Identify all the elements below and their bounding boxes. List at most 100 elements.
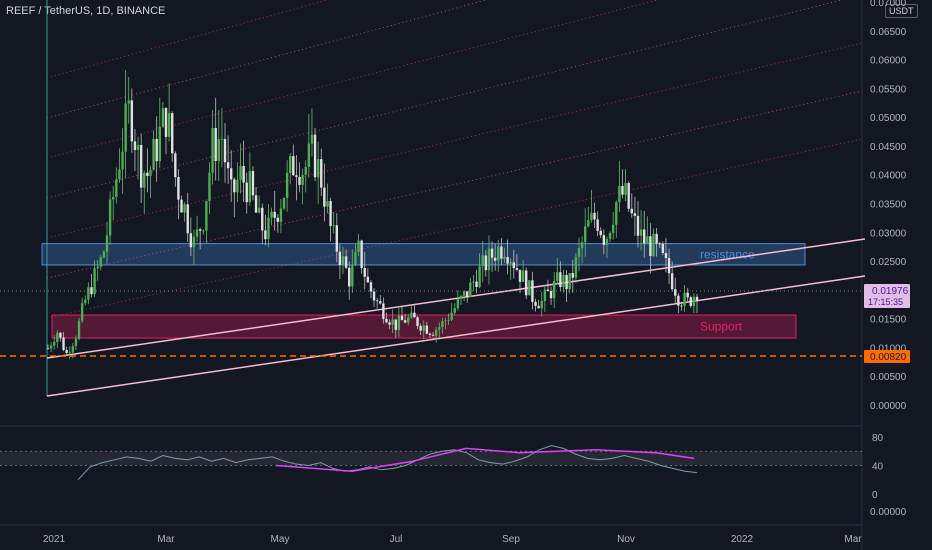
oscillator-pane: 80 40 0 0.00000 [0,433,907,518]
candle-body [615,202,618,225]
candle-body [164,108,168,137]
time-tick-label: 2021 [43,534,66,545]
candle-body [87,287,90,300]
candle-body [444,320,447,322]
candle-body [593,212,596,220]
price-tick-label: 0.02500 [870,257,907,268]
price-tick-label: 0.00500 [870,372,907,383]
time-tick-label: Jul [390,534,403,545]
oscillator-tick-label: 80 [872,433,884,444]
candle-body [320,159,323,188]
lower-trendline[interactable] [46,275,866,397]
candle-body [608,232,612,239]
candle-body [167,113,171,137]
price-tick-label: 0.07000 [870,0,907,9]
candle-body [413,312,416,318]
candle-body [335,225,338,252]
candle-body [282,197,286,209]
candle-body [261,207,264,231]
candle-body [419,325,422,331]
candle-body [506,257,509,264]
candle-body [574,256,578,278]
zone-resistance[interactable] [41,243,806,266]
candle-body [385,318,388,323]
candle-body [189,233,193,248]
candle-body [108,199,112,236]
candle-body [279,208,283,222]
candle-body [183,204,186,213]
candle-body [643,229,646,244]
upper-trendline[interactable] [46,238,866,359]
candle-body [136,144,140,150]
candle-body [115,179,118,197]
candle-body [375,300,379,302]
candle-body [192,236,196,248]
candle-body [254,195,258,213]
candle-body [366,276,370,283]
currency-badge[interactable]: USDT [885,4,918,18]
candle-body [515,268,519,270]
candle-body [534,301,537,306]
candle-body [434,329,438,336]
chart-title: REEF / TetherUS, 1D, BINANCE [6,5,166,17]
time-tick-label: Mar [157,534,175,545]
candle-body [369,282,373,292]
candle-body [466,291,469,297]
candle-body [636,215,640,236]
candle-body [351,264,354,287]
candle-body [493,257,497,261]
candles-group [46,69,699,360]
candle-body [497,246,500,261]
candle-body [186,204,189,234]
candle-body [441,321,444,328]
candle-body [605,238,609,245]
candle-body [590,212,593,221]
candle-body [388,322,391,325]
candle-body [121,151,124,170]
candle-body [354,251,357,265]
candle-body [422,325,425,331]
dotted-channel-line [46,138,863,319]
candle-body [171,113,174,154]
candle-body [84,299,87,304]
candle-body [664,253,668,259]
candle-body [503,257,506,259]
candle-body [670,273,674,290]
candle-body [456,299,460,309]
candle-body [472,281,475,283]
price-tick-label: 0.04000 [870,171,907,182]
candle-body [363,267,366,277]
time-tick-label: Nov [617,534,635,545]
price-tick-label: 0.06000 [870,56,907,67]
candle-body [552,281,556,299]
candle-body [416,317,419,326]
price-tick-label: 0.03500 [870,200,907,211]
candle-body [251,170,255,196]
candle-body [301,174,304,185]
candle-body [348,267,351,287]
candle-body [525,270,528,296]
candle-body [90,287,93,295]
candle-body [245,182,248,203]
candle-body [68,352,71,354]
candle-body [285,172,289,198]
candle-body [248,170,252,203]
candle-body [447,319,450,321]
candle-body [226,162,230,169]
candle-body [596,219,599,231]
candle-body [46,348,50,350]
candle-body [397,315,401,330]
candle-body [549,291,553,299]
candle-body [459,295,463,300]
candle-body [400,315,404,321]
candle-body [543,289,547,302]
time-axis[interactable]: 2021 Mar May Jul Sep Nov 2022 Mar [43,534,862,545]
svg-text:0.01976: 0.01976 [872,286,909,297]
last-price-tag: 0.01976 17:15:35 [864,284,910,308]
candle-body [273,211,276,218]
candle-body [158,126,161,162]
candle-body [602,235,606,245]
candle-body [295,175,298,177]
candle-body [661,244,665,254]
